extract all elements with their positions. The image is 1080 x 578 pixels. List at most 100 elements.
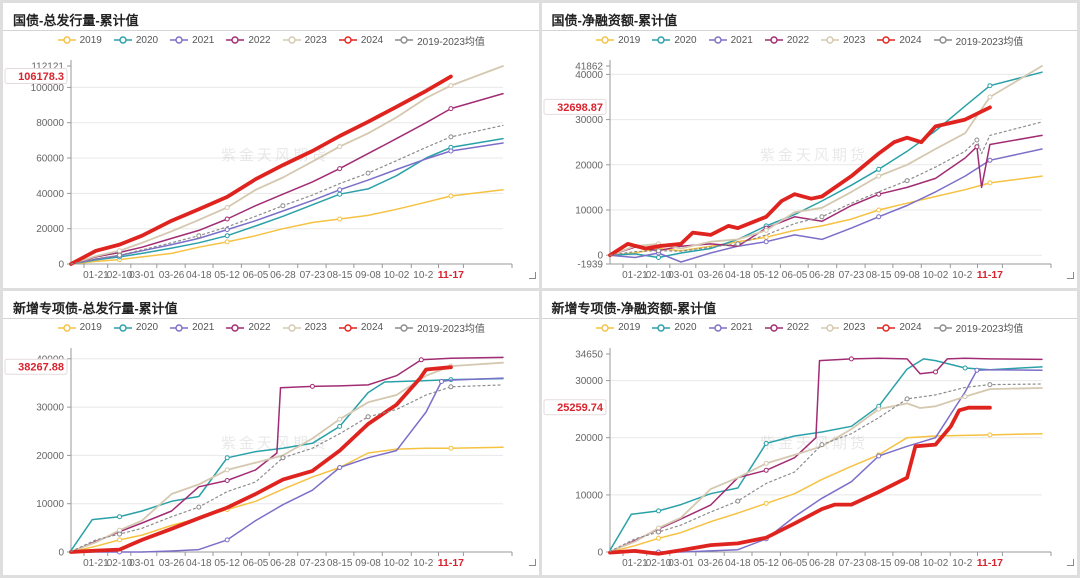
legend-item-2023[interactable]: 2023 (820, 322, 865, 333)
legend-item-2020[interactable]: 2020 (113, 35, 158, 46)
legend-marker-icon (395, 323, 414, 332)
x-axis-label: 08-15 (327, 270, 353, 281)
legend-item-2021[interactable]: 2021 (708, 322, 753, 333)
legend-label: 2019-2023均值 (955, 324, 1024, 335)
legend-marker-icon (57, 36, 76, 44)
legend-item-2023[interactable]: 2023 (282, 322, 327, 333)
legend-label: 2023 (843, 322, 866, 333)
legend-marker-icon (652, 323, 671, 332)
legend-item-2021[interactable]: 2021 (169, 35, 214, 46)
legend-item-2019[interactable]: 2019 (595, 35, 640, 46)
legend-item-2022[interactable]: 2022 (225, 35, 271, 46)
x-axis-label: 05-12 (214, 558, 240, 569)
x-axis-label-latest: 11-17 (438, 557, 464, 569)
legend-marker-icon (170, 36, 189, 44)
chart-legend: 2019 2020 2021 2022 2023 2024 2019-2023均值 (542, 32, 1078, 48)
legend-label: 2024 (360, 322, 384, 333)
x-axis-label: 03-26 (159, 558, 185, 569)
series-line-2023 (70, 65, 504, 265)
legend-item-2024[interactable]: 2024 (338, 322, 383, 333)
legend-item-2019-2023均值[interactable]: 2019-2023均值 (394, 33, 485, 48)
legend-marker-icon (596, 36, 615, 44)
y-axis-label: 60000 (36, 154, 64, 165)
x-axis-label: 09-08 (894, 558, 920, 569)
legend-marker-icon (226, 323, 245, 332)
resize-handle-icon[interactable] (528, 271, 536, 279)
series-line-2022 (70, 356, 504, 553)
legend-label: 2020 (135, 34, 159, 46)
svg-text:38267.88: 38267.88 (18, 361, 64, 373)
resize-handle-icon[interactable] (1067, 559, 1074, 566)
legend-item-2019[interactable]: 2019 (595, 322, 640, 333)
legend-label: 2024 (899, 322, 922, 333)
watermark: 紫金天风期货 (221, 147, 329, 164)
x-axis-label: 03-01 (129, 558, 155, 569)
legend-item-2024[interactable]: 2024 (876, 322, 922, 333)
legend-item-2020[interactable]: 2020 (651, 322, 697, 333)
chart-canvas[interactable]: 紫金天风期货01000020000300003465001-2102-1003-… (542, 336, 1077, 574)
series-line-2024 (69, 364, 453, 554)
y-axis-label: 80000 (36, 118, 64, 129)
legend-item-2021[interactable]: 2021 (708, 35, 753, 46)
legend-item-2020[interactable]: 2020 (651, 34, 697, 46)
y-axis-label: 20000 (575, 433, 603, 444)
series-line-2020 (70, 377, 504, 551)
legend-item-2022[interactable]: 2022 (764, 322, 809, 333)
chart-title: 新增专项债-净融资额-累计值 (551, 300, 717, 316)
legend-marker-icon (764, 323, 783, 332)
chart-legend: 2019 2020 2021 2022 2023 2024 2019-2023均值 (3, 320, 539, 336)
y-axis-label: 30000 (575, 115, 603, 126)
series-line-2019-2023均值 (608, 382, 1043, 552)
x-axis-label: 03-26 (159, 270, 185, 281)
x-axis-label: 05-12 (753, 270, 779, 281)
title-divider (541, 30, 1077, 31)
legend-marker-icon (338, 36, 357, 44)
legend-label: 2019-2023均值 (417, 36, 485, 48)
legend-item-2023[interactable]: 2023 (820, 35, 865, 46)
series-line-2019-2023均值 (70, 383, 504, 552)
legend-marker-icon (113, 323, 132, 332)
legend-item-2022[interactable]: 2022 (764, 35, 809, 46)
series-line-2019-2023均值 (70, 124, 504, 265)
y-axis-label: 0 (58, 547, 64, 558)
chart-title: 新增专项债-总发行量-累计值 (13, 300, 178, 316)
x-axis-label: 07-23 (838, 270, 864, 281)
resize-handle-icon[interactable] (528, 559, 536, 566)
y-axis-label: 20000 (36, 450, 64, 461)
legend-item-2019-2023均值[interactable]: 2019-2023均值 (394, 320, 485, 335)
legend-label: 2023 (304, 34, 327, 46)
legend-marker-icon (113, 36, 132, 44)
legend-item-2020[interactable]: 2020 (113, 322, 158, 333)
legend-item-2024[interactable]: 2024 (876, 35, 922, 46)
x-axis-label: 10-27 (952, 270, 978, 281)
legend-item-2023[interactable]: 2023 (282, 35, 327, 46)
svg-text:32698.87: 32698.87 (557, 102, 603, 114)
legend-label: 2019-2023均值 (955, 36, 1024, 48)
chart-canvas[interactable]: 紫金天风期货01000020000300004000001-2102-1003-… (3, 336, 538, 574)
chart-canvas[interactable]: 紫金天风期货 0 20000 40000 60000 80000 100000 112121 0… (3, 48, 538, 286)
resize-handle-icon[interactable] (1067, 271, 1074, 279)
legend-item-2022[interactable]: 2022 (225, 322, 271, 333)
x-axis-label: 01-21 (83, 270, 109, 281)
x-axis-label: 06-05 (243, 558, 269, 569)
y-axis-label: 30000 (575, 376, 603, 387)
legend-label: 2020 (674, 34, 697, 46)
x-axis-label: 07-23 (300, 558, 326, 569)
legend-item-2019-2023均值[interactable]: 2019-2023均值 (933, 320, 1024, 335)
legend-item-2019[interactable]: 2019 (57, 35, 102, 46)
legend-marker-icon (933, 36, 952, 44)
legend-item-2024[interactable]: 2024 (338, 35, 383, 46)
x-axis-label: 10-27 (413, 558, 439, 569)
legend-item-2021[interactable]: 2021 (169, 322, 214, 333)
legend-item-2019[interactable]: 2019 (57, 322, 102, 333)
x-axis-label: 03-26 (697, 270, 723, 281)
legend-marker-icon (821, 36, 840, 44)
panel-treasury-total-issuance: 国债-总发行量-累计值 2019 2020 2021 2022 2023 2024 2019… (3, 3, 539, 288)
latest-value-badge: 32698.87 (543, 98, 606, 115)
legend-label: 2021 (730, 34, 753, 46)
x-axis-label: 05-12 (214, 270, 240, 281)
x-axis-label: 03-01 (668, 270, 694, 281)
legend-item-2019-2023均值[interactable]: 2019-2023均值 (933, 33, 1024, 48)
title-divider (3, 30, 539, 31)
